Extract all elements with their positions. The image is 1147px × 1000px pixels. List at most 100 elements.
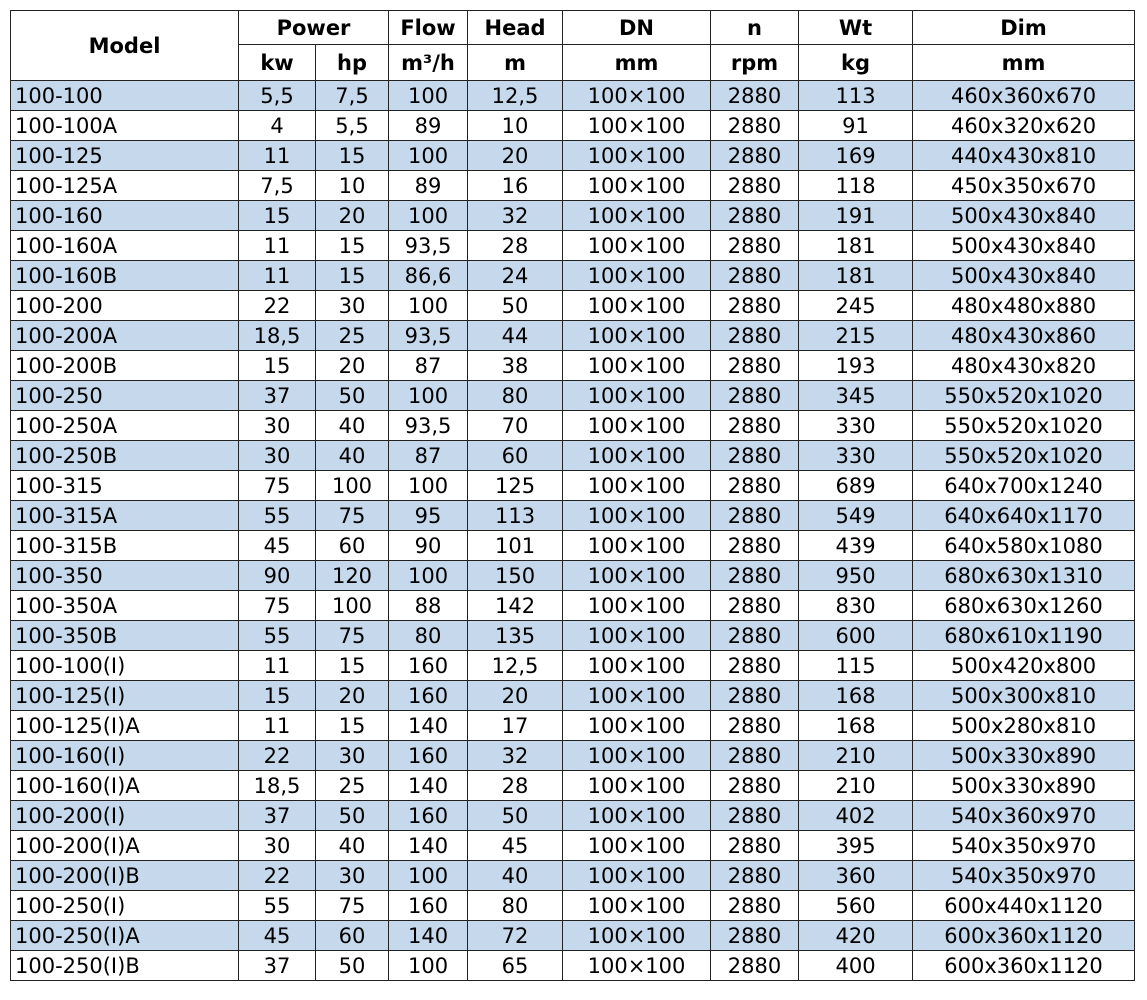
table-row: 100-125A 7,5 10 89 16 100×100 2880 118 450x350x6… [10, 170, 1136, 201]
cell: 100×100 [562, 800, 712, 831]
table-row: 100-125 11 15 100 20 100×100 2880 169 440x430x81… [10, 140, 1136, 171]
cell: 2880 [710, 200, 800, 231]
cell: 2880 [710, 680, 800, 711]
cell: 500x430x840 [912, 260, 1136, 291]
model-cell: 100-250A [10, 410, 239, 441]
cell: 100 [388, 380, 469, 411]
cell: 160 [388, 650, 469, 681]
cell: 15 [314, 260, 390, 291]
cell: 22 [238, 290, 316, 321]
cell: 2880 [710, 230, 800, 261]
cell: 600x440x1120 [912, 890, 1136, 921]
cell: 100×100 [562, 590, 712, 621]
cell: 50 [467, 800, 564, 831]
cell: 100×100 [562, 350, 712, 381]
cell: 640x640x1170 [912, 500, 1136, 531]
table-row: 100-160A 11 15 93,5 28 100×100 2880 181 500x430x… [10, 230, 1136, 261]
table-row: 100-160(I) 22 30 160 32 100×100 2880 210 500x330… [10, 740, 1136, 771]
cell: 30 [238, 830, 316, 861]
table-row: 100-315B 45 60 90 101 100×100 2880 439 640x580x1… [10, 530, 1136, 561]
cell: 689 [798, 470, 914, 501]
cell: 550x520x1020 [912, 440, 1136, 471]
model-cell: 100-250 [10, 380, 239, 411]
model-cell: 100-200A [10, 320, 239, 351]
cell: 18,5 [238, 770, 316, 801]
cell: 20 [467, 680, 564, 711]
cell: 100×100 [562, 860, 712, 891]
cell: 168 [798, 710, 914, 741]
cell: 22 [238, 740, 316, 771]
cell: 60 [314, 530, 390, 561]
cell: 550x520x1020 [912, 380, 1136, 411]
cell: 50 [314, 950, 390, 981]
cell: 100×100 [562, 320, 712, 351]
cell: 500x330x890 [912, 740, 1136, 771]
cell: 75 [238, 590, 316, 621]
table-row: 100-100(I) 11 15 160 12,5 100×100 2880 115 500x4… [10, 650, 1136, 681]
cell: 330 [798, 410, 914, 441]
cell: 950 [798, 560, 914, 591]
cell: 90 [238, 560, 316, 591]
cell: 193 [798, 350, 914, 381]
model-cell: 100-160B [10, 260, 239, 291]
cell: 80 [467, 380, 564, 411]
cell: 140 [388, 710, 469, 741]
cell: 44 [467, 320, 564, 351]
cell: 101 [467, 530, 564, 561]
cell: 12,5 [467, 80, 564, 111]
cell: 45 [238, 530, 316, 561]
cell: 30 [238, 410, 316, 441]
cell: 210 [798, 740, 914, 771]
cell: 2880 [710, 380, 800, 411]
cell: 80 [467, 890, 564, 921]
model-cell: 100-350B [10, 620, 239, 651]
cell: 360 [798, 860, 914, 891]
cell: 20 [467, 140, 564, 171]
cell: 115 [798, 650, 914, 681]
cell: 169 [798, 140, 914, 171]
cell: 640x580x1080 [912, 530, 1136, 561]
cell: 100×100 [562, 680, 712, 711]
cell: 100×100 [562, 710, 712, 741]
model-cell: 100-250(I)B [10, 950, 239, 981]
cell: 2880 [710, 710, 800, 741]
cell: 500x330x890 [912, 770, 1136, 801]
cell: 2880 [710, 260, 800, 291]
cell: 2880 [710, 440, 800, 471]
cell: 160 [388, 680, 469, 711]
cell: 460x320x620 [912, 110, 1136, 141]
cell: 100 [314, 470, 390, 501]
cell: 5,5 [314, 110, 390, 141]
cell: 2880 [710, 470, 800, 501]
cell: 100×100 [562, 470, 712, 501]
unit-cell: m [467, 44, 564, 81]
table-row: 100-160(I)A 18,5 25 140 28 100×100 2880 210 500x… [10, 770, 1136, 801]
cell: 20 [314, 680, 390, 711]
cell: 2880 [710, 170, 800, 201]
cell: 75 [314, 890, 390, 921]
cell: 87 [388, 440, 469, 471]
table-row: 100-125(I) 15 20 160 20 100×100 2880 168 500x300… [10, 680, 1136, 711]
cell: 93,5 [388, 230, 469, 261]
unit-cell: hp [314, 44, 390, 81]
cell: 86,6 [388, 260, 469, 291]
cell: 40 [314, 830, 390, 861]
cell: 2880 [710, 650, 800, 681]
cell: 402 [798, 800, 914, 831]
cell: 640x700x1240 [912, 470, 1136, 501]
cell: 5,5 [238, 80, 316, 111]
cell: 550x520x1020 [912, 410, 1136, 441]
table-row: 100-125(I)A 11 15 140 17 100×100 2880 168 500x28… [10, 710, 1136, 741]
header-cell: Head [467, 10, 564, 45]
cell: 100×100 [562, 140, 712, 171]
cell: 2880 [710, 140, 800, 171]
cell: 2880 [710, 410, 800, 441]
model-cell: 100-250(I) [10, 890, 239, 921]
table-body: 100-100 5,5 7,5 100 12,5 100×100 2880 113 460x36… [10, 80, 1136, 981]
cell: 395 [798, 830, 914, 861]
cell: 15 [238, 200, 316, 231]
cell: 140 [388, 830, 469, 861]
table-row: 100-200 22 30 100 50 100×100 2880 245 480x480x88… [10, 290, 1136, 321]
cell: 2880 [710, 560, 800, 591]
cell: 2880 [710, 740, 800, 771]
